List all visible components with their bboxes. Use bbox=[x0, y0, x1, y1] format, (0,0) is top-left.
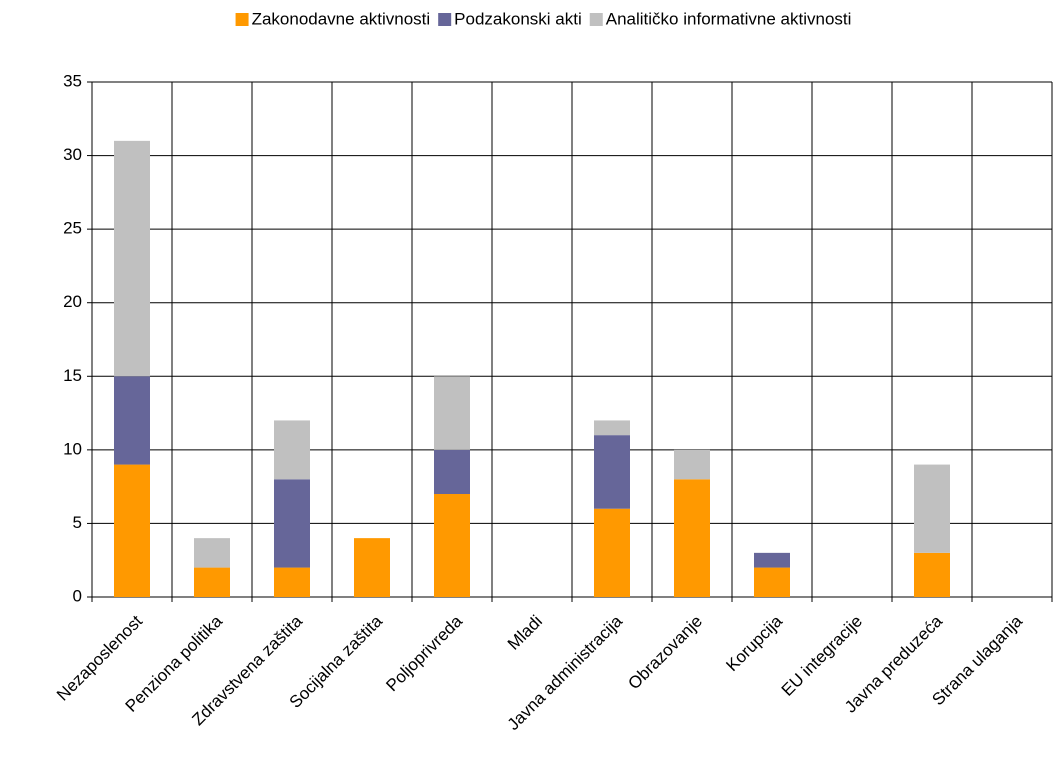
bar-segment bbox=[194, 567, 230, 597]
x-tick-label: Korupcija bbox=[722, 611, 786, 675]
legend-label: Analitičko informativne aktivnosti bbox=[606, 9, 852, 28]
legend-swatch bbox=[235, 13, 249, 26]
bar-segment bbox=[354, 538, 390, 597]
bar-segment bbox=[114, 140, 150, 377]
bar-segment bbox=[274, 420, 310, 480]
bar-segment bbox=[434, 494, 470, 597]
y-tick-label: 0 bbox=[73, 586, 82, 605]
x-tick-label: EU integracije bbox=[778, 612, 866, 700]
legend: Zakonodavne aktivnosti Podzakonski akti An… bbox=[235, 9, 852, 28]
bar-segment bbox=[114, 376, 150, 465]
x-tick-label: Mladi bbox=[504, 612, 546, 654]
bar-segment bbox=[274, 479, 310, 568]
bar-segment bbox=[914, 464, 950, 553]
bar-segment bbox=[914, 552, 950, 597]
bar-segment bbox=[754, 552, 790, 568]
x-tick-label: Poljoprivreda bbox=[382, 611, 466, 695]
legend-swatch bbox=[589, 13, 603, 26]
legend-label: Podzakonski akti bbox=[454, 9, 582, 28]
bar-segment bbox=[674, 449, 710, 480]
bar-segment bbox=[434, 449, 470, 494]
y-tick-label: 20 bbox=[63, 292, 82, 311]
bar-segment bbox=[114, 464, 150, 597]
y-tick-label: 10 bbox=[63, 439, 82, 458]
y-tick-label: 25 bbox=[63, 219, 82, 238]
bar-segment bbox=[594, 435, 630, 509]
bar-segment bbox=[754, 567, 790, 597]
bar-segment bbox=[674, 479, 710, 597]
x-tick-label: Obrazovanje bbox=[624, 612, 706, 694]
bar-segment bbox=[194, 538, 230, 568]
y-tick-label: 35 bbox=[63, 71, 82, 90]
bar-segment bbox=[434, 376, 470, 450]
y-tick-label: 5 bbox=[73, 513, 82, 532]
legend-label: Zakonodavne aktivnosti bbox=[252, 9, 431, 28]
bar-segment bbox=[594, 508, 630, 597]
bar-segment bbox=[274, 567, 310, 597]
y-tick-label: 30 bbox=[63, 145, 82, 164]
bar-segment bbox=[594, 420, 630, 436]
y-tick-label: 15 bbox=[63, 366, 82, 385]
legend-swatch bbox=[438, 13, 452, 26]
